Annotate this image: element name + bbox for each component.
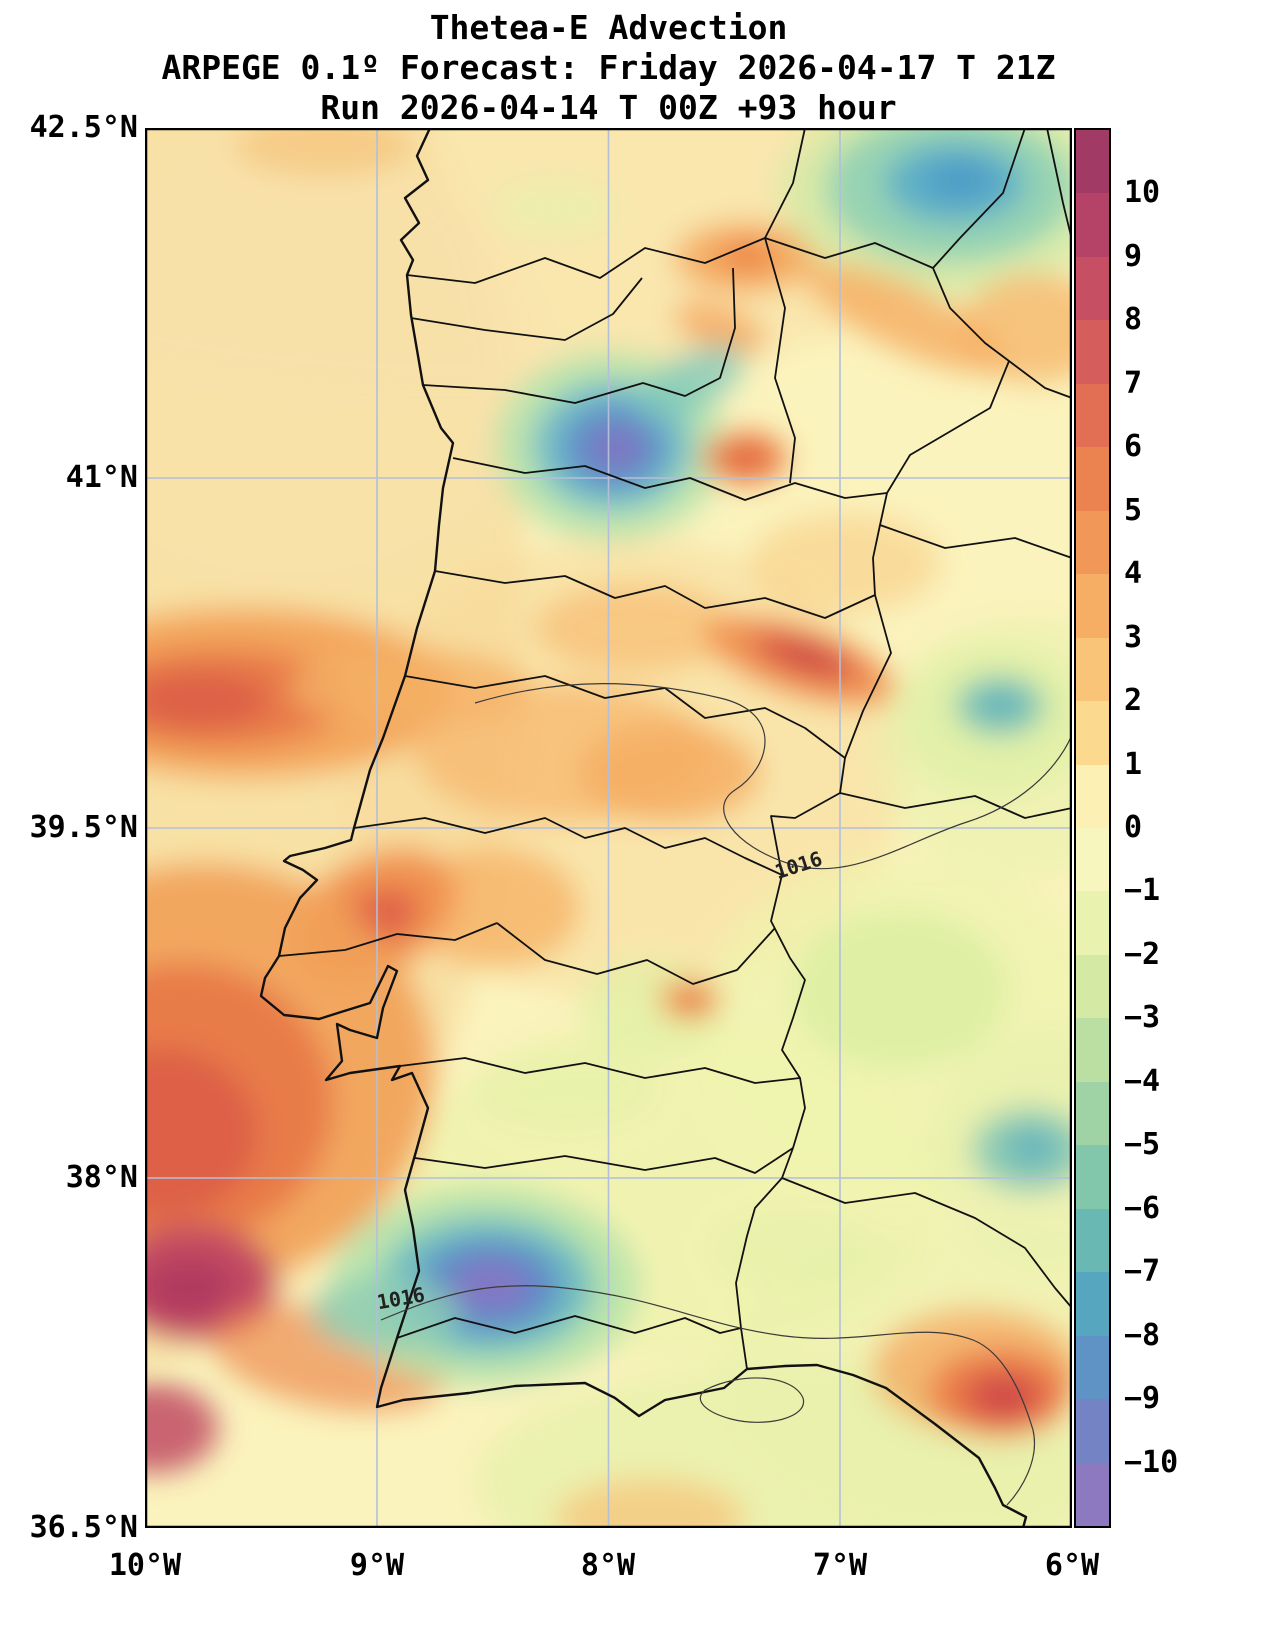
- colorbar-segment: [1076, 1018, 1109, 1082]
- colorbar-tick-label: −1: [1124, 873, 1161, 909]
- colorbar-segment: [1076, 1272, 1109, 1336]
- coastline: [259, 128, 1028, 1528]
- colorbar-tick-label: 10: [1124, 175, 1161, 211]
- chart-run-info: Run 2026-04-14 T 00Z +93 hour: [320, 88, 897, 127]
- colorbar-segment: [1076, 447, 1109, 511]
- colorbar-segment: [1076, 637, 1109, 702]
- colorbar-tick-label: 4: [1124, 556, 1143, 592]
- district-boundaries: [278, 128, 1072, 1370]
- colorbar-segment: [1076, 320, 1109, 384]
- colorbar-tick-label: 5: [1124, 492, 1143, 528]
- lat-tick-label: 38°N: [65, 1160, 138, 1195]
- advection-field: [145, 128, 1072, 1528]
- colorbar-ticks: 10 9 8 7 6 5 4 3 2 1 0 −1 −2 −3 −4 −5 −6 −7 −8 −9 −10: [1124, 130, 1244, 1526]
- lat-tick-label: 42.5°N: [29, 110, 138, 145]
- colorbar-tick-label: −9: [1124, 1381, 1161, 1417]
- colorbar-segment: [1076, 1208, 1109, 1273]
- colorbar-segment: [1076, 256, 1109, 321]
- isobar-lines: [380, 683, 1072, 1506]
- colorbar-segment: [1076, 701, 1109, 765]
- colorbar-tick-label: 2: [1124, 683, 1143, 719]
- colorbar-segment: [1076, 510, 1109, 575]
- colorbar-tick-label: 8: [1124, 302, 1143, 338]
- colorbar-tick-label: 0: [1124, 810, 1143, 845]
- colorbar-segments: [1076, 130, 1109, 1526]
- colorbar-tick-label: −2: [1124, 936, 1161, 972]
- colorbar-tick-label: 7: [1124, 365, 1143, 401]
- lon-tick-label: 6°W: [1044, 1548, 1100, 1583]
- colorbar-segment: [1076, 764, 1109, 828]
- colorbar: [1074, 128, 1111, 1528]
- colorbar-segment: [1076, 1081, 1109, 1146]
- colorbar-segment: [1076, 1335, 1109, 1400]
- colorbar-tick-label: −3: [1124, 1000, 1161, 1036]
- grid-lines: [145, 128, 1072, 1528]
- lon-tick-label: 9°W: [349, 1548, 405, 1583]
- lon-tick-label: 10°W: [108, 1548, 182, 1583]
- map-canvas: 1016 1016: [145, 128, 1072, 1528]
- colorbar-segment: [1076, 891, 1109, 955]
- chart-subtitle: ARPEGE 0.1º Forecast: Friday 2026-04-17 …: [161, 48, 1056, 87]
- colorbar-tick-label: −7: [1124, 1254, 1161, 1290]
- colorbar-segment: [1076, 574, 1109, 638]
- colorbar-segment: [1076, 954, 1109, 1019]
- colorbar-segment: [1076, 1462, 1109, 1526]
- map-frame: [145, 128, 1072, 1528]
- lon-tick-label: 7°W: [812, 1548, 868, 1583]
- colorbar-tick-label: −5: [1124, 1127, 1161, 1163]
- colorbar-segment: [1076, 1399, 1109, 1463]
- colorbar-segment: [1076, 130, 1109, 194]
- colorbar-segment: [1076, 827, 1109, 892]
- colorbar-segment: [1076, 193, 1109, 257]
- colorbar-segment: [1076, 1145, 1109, 1209]
- lat-tick-label: 36.5°N: [29, 1510, 138, 1545]
- colorbar-tick-label: 6: [1124, 429, 1143, 465]
- colorbar-tick-label: 9: [1124, 238, 1143, 274]
- colorbar-tick-label: −8: [1124, 1317, 1161, 1353]
- colorbar-segment: [1076, 383, 1109, 448]
- colorbar-tick-label: −10: [1124, 1444, 1179, 1480]
- lat-tick-label: 41°N: [65, 460, 138, 495]
- colorbar-tick-label: −6: [1124, 1190, 1161, 1226]
- colorbar-tick-label: 3: [1124, 619, 1143, 655]
- title-block: Thetea-E Advection ARPEGE 0.1º Forecast:…: [145, 8, 1072, 128]
- chart-title: Thetea-E Advection: [429, 8, 788, 47]
- lon-tick-label: 8°W: [580, 1548, 636, 1583]
- colorbar-tick-label: 1: [1124, 746, 1143, 782]
- lat-tick-label: 39.5°N: [29, 810, 138, 845]
- colorbar-tick-label: −4: [1124, 1063, 1161, 1099]
